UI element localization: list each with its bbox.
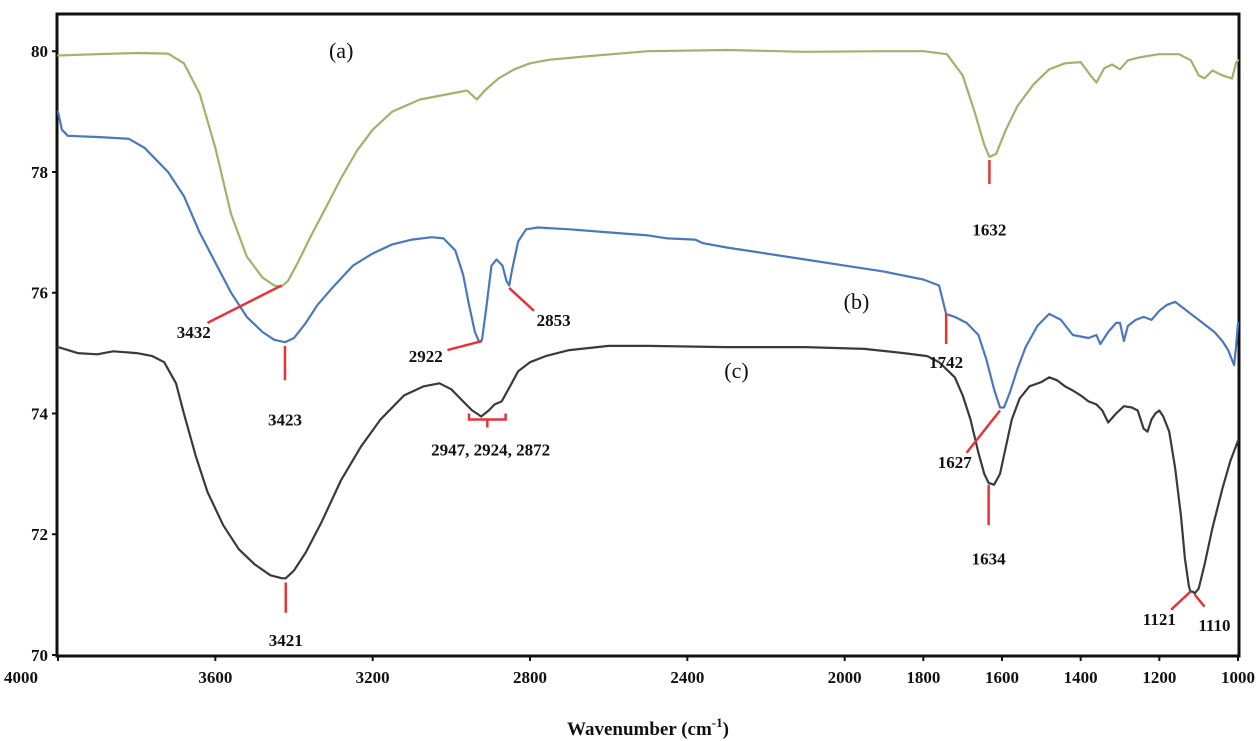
- peak-label: 3432: [177, 323, 211, 342]
- series-label-c: (c): [724, 358, 748, 383]
- x-axis-title-superscript: -1: [712, 715, 723, 730]
- peak-label: 1632: [972, 220, 1006, 239]
- peak-annotations: 1632 3432 3423 2853 2922 1742 1627 1634 2947, 29…: [177, 159, 1230, 650]
- x-tick-label: 2000: [828, 668, 862, 687]
- y-tick-label: 70: [31, 646, 48, 665]
- peak-marker-1627: [965, 409, 1002, 454]
- series-line-c: [56, 344, 1240, 595]
- y-tick-label: 74: [31, 404, 49, 423]
- x-axis-title: Wavenumber (cm-1): [567, 715, 729, 740]
- series-group: [56, 48, 1240, 595]
- y-tick-label: 80: [31, 42, 48, 61]
- series-line-b: [56, 110, 1240, 409]
- peak-label: 2922: [409, 347, 443, 366]
- peak-label: 3423: [268, 411, 302, 430]
- peak-marker-1110: [1193, 593, 1206, 608]
- x-tick-label: 2400: [670, 668, 704, 687]
- peak-label: 1627: [938, 453, 973, 472]
- x-tick-label: 1200: [1142, 668, 1176, 687]
- x-tick-label: 3200: [356, 668, 390, 687]
- peak-bracket: [467, 413, 507, 428]
- series-line-a: [56, 48, 1240, 288]
- series-label-b: (b): [844, 289, 870, 314]
- x-tick-label: 4000: [4, 668, 38, 687]
- x-tick-label: 1000: [1221, 668, 1255, 687]
- series-label-a: (a): [329, 38, 353, 63]
- x-tick-label: 1400: [1064, 668, 1098, 687]
- y-tick-label: 78: [31, 163, 48, 182]
- peak-marker-3432: [206, 284, 282, 325]
- peak-marker-2922: [447, 339, 483, 352]
- x-axis: 4000 3600 3200 2800 2400 2000 1800 1600 1400 1200…: [4, 655, 1255, 687]
- series-labels: (a) (b) (c): [329, 38, 869, 383]
- y-axis: 70 72 74 76 78 80: [31, 42, 58, 665]
- plot-frame: [55, 12, 1241, 658]
- x-tick-label: 2800: [513, 668, 547, 687]
- peak-label: 3421: [269, 631, 303, 650]
- peak-marker-2853: [508, 286, 535, 312]
- x-tick-label: 3600: [198, 668, 232, 687]
- x-tick-label: 1800: [906, 668, 940, 687]
- peak-label: 1634: [972, 549, 1007, 568]
- y-tick-label: 76: [31, 284, 48, 303]
- peak-label: 1742: [929, 353, 963, 372]
- peak-marker-1121: [1170, 590, 1192, 611]
- peak-label: 1121: [1143, 610, 1176, 629]
- y-tick-label: 72: [31, 525, 48, 544]
- peak-label: 1110: [1198, 616, 1230, 635]
- peak-label: 2947, 2924, 2872: [431, 441, 550, 460]
- peak-label: 2853: [537, 311, 571, 330]
- x-tick-label: 1600: [985, 668, 1019, 687]
